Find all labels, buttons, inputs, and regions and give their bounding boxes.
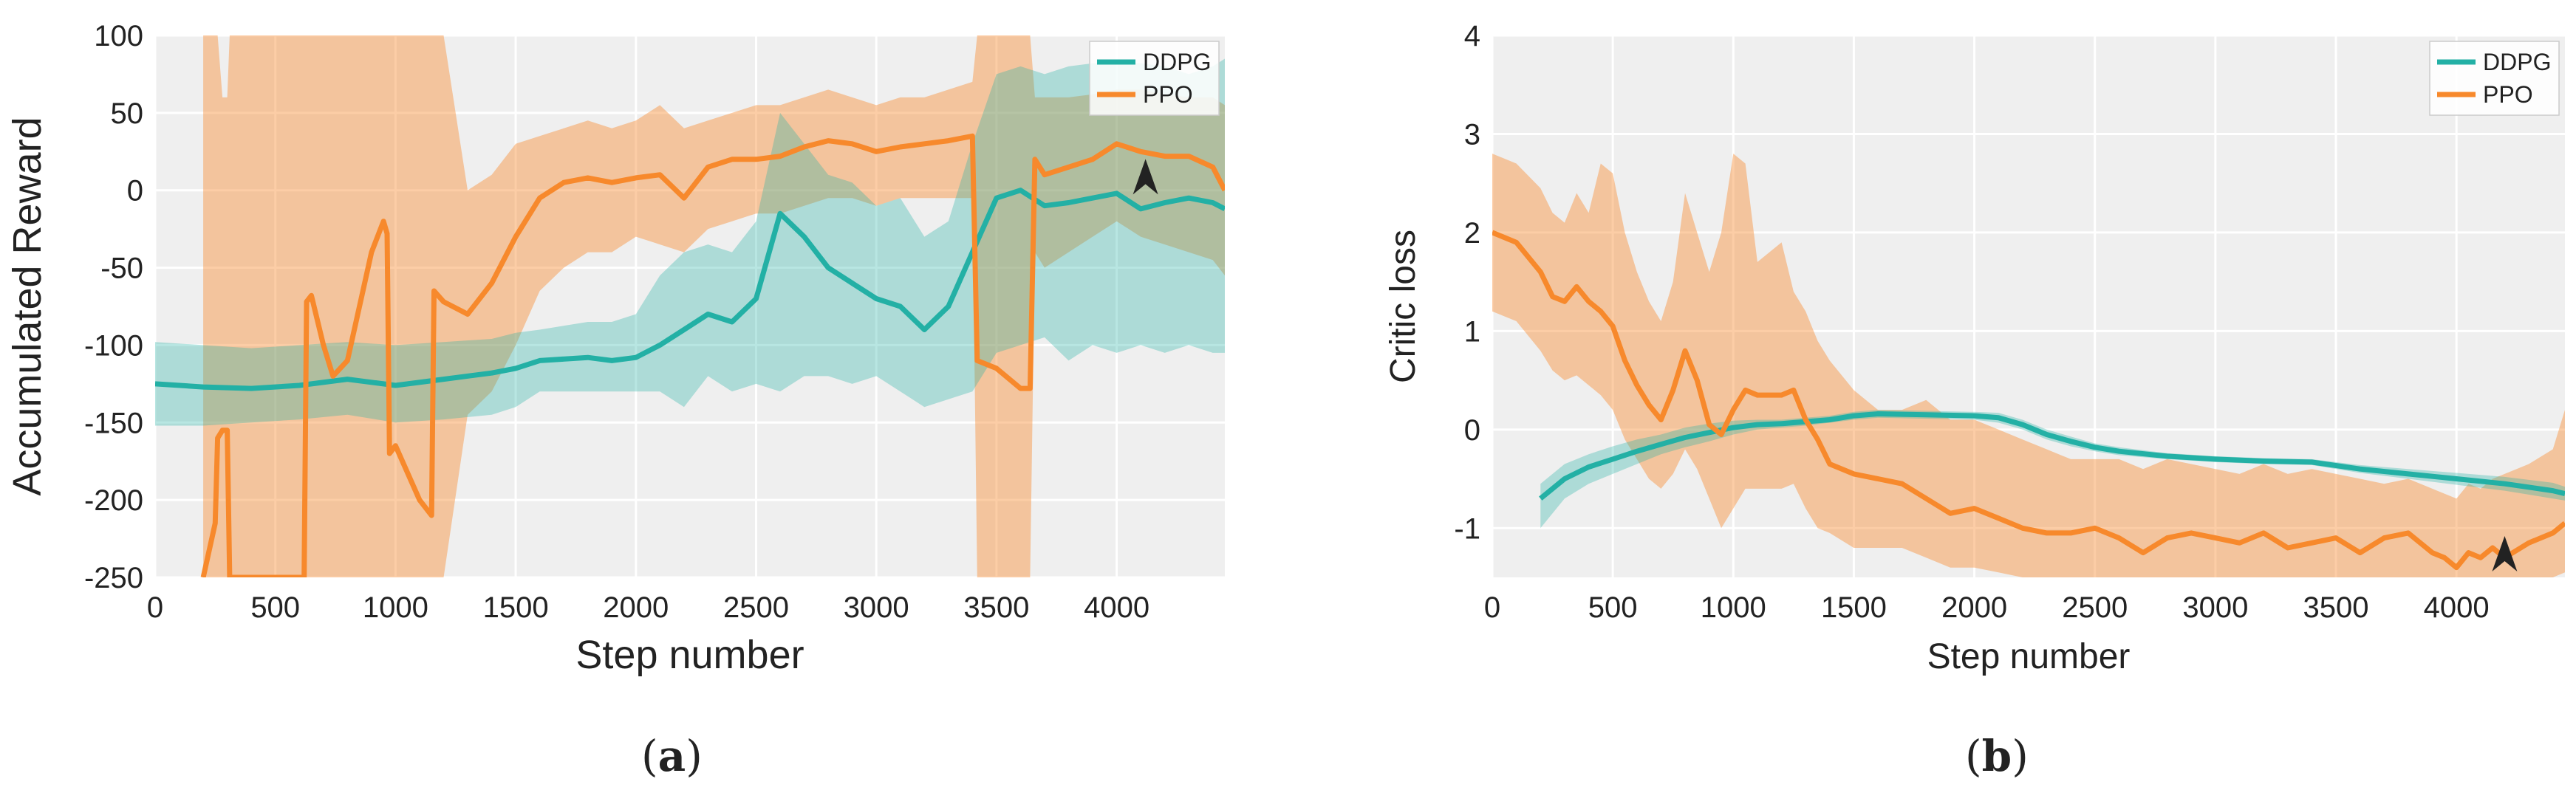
legend-box [2429,41,2560,116]
line-ppo [200,133,1225,577]
x-tick-label: 2500 [2062,591,2128,624]
y-tick-label: 0 [127,175,143,207]
legend: DDPG PPO [1089,41,1220,116]
line-ppo [1492,230,2565,571]
x-tick-label: 3000 [2182,591,2248,624]
band-ppo [203,35,1225,577]
y-tick-label: -250 [84,562,143,594]
x-tick-label: 0 [1484,591,1500,624]
legend-label-ppo: PPO [1143,81,1193,108]
line-ddpg [155,188,1225,391]
x-tick-label: 3000 [844,591,909,624]
y-tick-label: 3 [1464,118,1480,151]
y-tick-label: -150 [84,407,143,439]
y-tick-label: 4 [1464,20,1480,52]
legend-box [1089,41,1220,116]
x-tick-label: 500 [1588,591,1638,624]
x-tick-label: 4000 [1084,591,1149,624]
y-tick-label: -50 [100,253,143,285]
x-tick-label: 1000 [363,591,428,624]
x-axis-label: Step number [575,633,804,677]
x-tick-label: 500 [250,591,300,624]
y-tick-label: -200 [84,484,143,517]
y-tick-label: 100 [94,20,143,52]
panel-label-a: (a) [641,731,703,781]
x-tick-label: 3500 [963,591,1029,624]
x-tick-label: 1000 [1701,591,1766,624]
y-tick-label: -100 [84,329,143,362]
chart-b-critic-loss: 0 500 1000 1500 2000 2500 3000 3500 4000 -1 0 1 2 3 4 S… [1384,20,2565,676]
legend-label-ddpg: DDPG [2483,49,2551,75]
chart-a-accumulated-reward: 0 500 1000 1500 2000 2500 3000 3500 4000-250-200… [5,20,1225,677]
band-ppo [1492,154,2565,577]
x-tick-label: 1500 [1821,591,1887,624]
x-tick-label: 0 [147,591,163,624]
x-axis-label: Step number [1927,637,2131,676]
y-tick-label: -1 [1454,512,1480,545]
plot-content [1492,154,2565,577]
x-tick-label: 2500 [723,591,789,624]
panel-label-b: (b) [1965,731,2029,781]
y-tick-label: 2 [1464,217,1480,250]
plot-area [1492,35,2565,577]
x-tick-label: 2000 [603,591,669,624]
y-tick-label: 1 [1464,315,1480,348]
plot-content [155,35,1225,577]
y-tick-label: 50 [111,97,144,130]
x-tick-label: 4000 [2424,591,2490,624]
line-ddpg [1539,411,2565,501]
plot-area [155,35,1225,577]
y-tick-label: 0 [1464,414,1480,447]
arrow-marker-icon [2492,535,2518,571]
legend-label-ddpg: DDPG [1143,49,1211,75]
x-tick-label: 1500 [483,591,549,624]
band-ddpg [155,58,1225,426]
arrow-marker-icon [1132,159,1158,195]
legend-label-ppo: PPO [2483,81,2533,108]
legend: DDPG PPO [2429,41,2560,116]
x-tick-label: 2000 [1941,591,2007,624]
x-tick-label: 3500 [2303,591,2369,624]
y-axis-label: Critic loss [1384,230,1423,383]
y-axis-label: Accumulated Reward [5,117,49,495]
